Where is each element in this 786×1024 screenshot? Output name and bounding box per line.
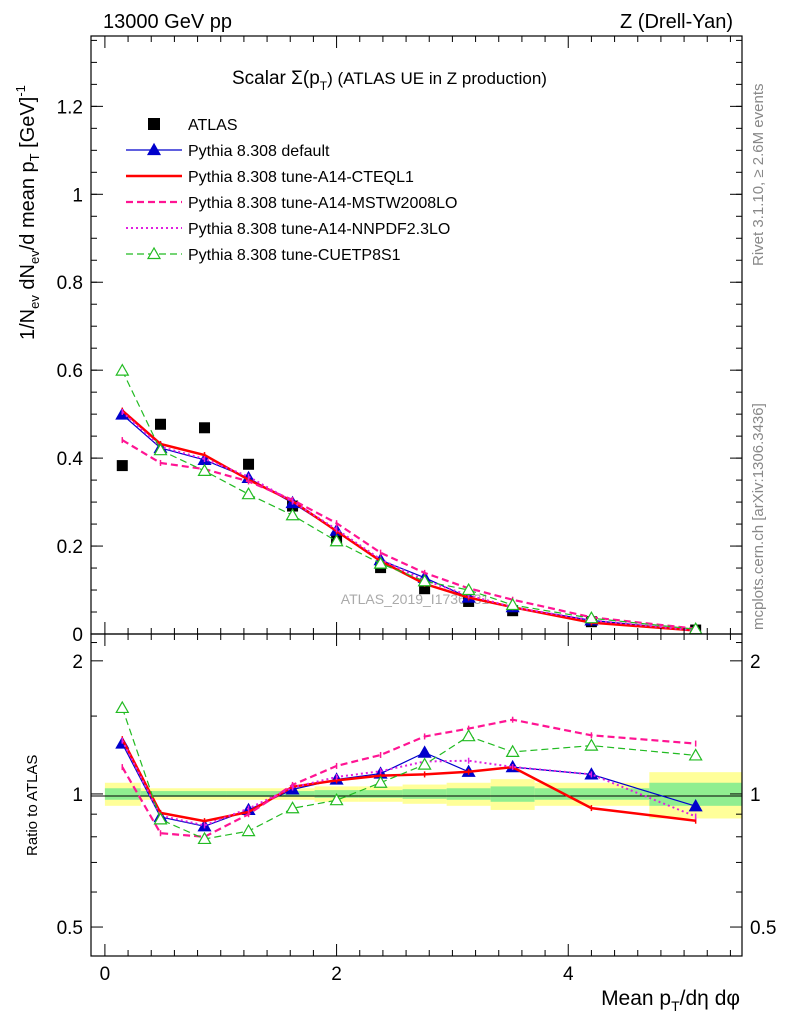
ratio-uncertainty-band-inner [358,790,403,798]
main-title-sub: T [320,79,328,93]
ratio-y-tick-label-right: 2 [750,652,761,673]
ratio-series-marker [688,799,703,812]
main-series-marker [584,610,599,624]
x-axis-label: Mean pT/dη dφ [601,987,740,1014]
ratio-series-marker [417,745,432,758]
main-series-marker [153,442,168,456]
ratio-series-marker [197,831,212,845]
ratio-series-marker [584,738,599,751]
ratio-uncertainty-band-inner [446,788,491,800]
main-y-axis: 0 0.2 0.4 0.6 0.8 1 1.2 [57,36,742,646]
main-atlas-point [419,583,431,595]
legend: ATLAS Pythia 8.308 default Pythia 8.308 tu… [126,117,457,264]
ratio-series-marker [461,728,476,742]
ratio-y-tick-label: 0.5 [57,918,83,939]
ratio-series-line [121,707,696,840]
ratio-y-tick-label-right: 0.5 [750,918,776,939]
main-series-marker [285,508,300,521]
ratio-series-marker [505,744,520,757]
ratio-series-marker [285,801,300,814]
main-y-tick-label: 0.4 [57,449,84,470]
main-y-tick-label: 0.6 [57,361,83,382]
ratio-series-line [121,738,696,823]
ratio-uncertainty-band-inner [490,786,535,802]
main-series-marker [505,597,520,611]
main-atlas-point [116,460,128,472]
main-series-marker [241,486,256,500]
main-y-label: 1/Nev dNev/d mean pT [GeV]-1 [13,85,42,340]
legend-label: Pythia 8.308 tune-CUETP8S1 [188,247,401,264]
rivet-label: Rivet 3.1.10, ≥ 2.6M events [750,84,767,267]
legend-marker [148,118,160,130]
main-series-marker [373,556,388,569]
ratio-uncertainty-band-inner [402,789,447,799]
ratio-uncertainty-band-inner [534,788,650,800]
ratio-axes: 0.5 0.5 1 1 2 2 0 2 4 [57,634,776,985]
x-axis-label-sub: T [671,998,680,1014]
main-y-tick-label: 0 [72,625,83,646]
main-series-marker [461,582,476,596]
main-series-line [121,409,696,632]
ratio-uncertainty-band-inner [104,788,141,800]
x-axis-label-tail: /dη dφ [680,987,740,1010]
legend-marker [146,246,162,260]
main-series-marker [115,363,130,376]
legend-label: Pythia 8.308 tune-A14-CTEQL1 [188,169,414,186]
main-atlas-point [155,418,167,430]
main-series-marker [417,574,432,587]
ratio-series-marker [115,700,130,714]
ratio-plot-frame [90,633,743,957]
main-series-marker [197,463,212,476]
x-tick-label: 0 [100,964,111,985]
main-series-marker [329,534,344,547]
header-left: 13000 GeV pp [103,11,232,33]
ratio-series-marker [329,792,344,806]
legend-label: Pythia 8.308 tune-A14-NNPDF2.3LO [188,221,450,238]
legend-marker [146,142,162,156]
legend-label: ATLAS [188,117,238,134]
main-title: Scalar Σ(pT) (ATLAS UE in Z production) [232,68,547,93]
ratio-uncertainty-band-inner [226,791,271,797]
ratio-series-marker [417,757,432,770]
ratio-panel: 0.5 0.5 1 1 2 2 0 2 4 Ratio to ATLAS Mean pT/dη … [24,633,776,1014]
ratio-uncertainty-band-inner [140,791,183,797]
ratio-y-tick-label-right: 1 [750,785,761,806]
ratio-uncertainty-band-inner [649,782,742,806]
main-y-tick-label: 1.2 [57,97,83,118]
main-title-tail: ) (ATLAS UE in Z production) [327,69,547,88]
main-y-tick-label: 1 [72,185,83,206]
header-right: Z (Drell-Yan) [620,11,733,33]
mcplots-label: mcplots.cern.ch [arXiv:1306.3436] [750,403,767,630]
ratio-series-marker [241,823,256,837]
main-series-line [121,370,696,630]
x-tick-label: 4 [563,964,574,985]
ratio-y-tick-label: 2 [72,652,83,673]
x-tick-label: 2 [331,964,342,985]
legend-label: Pythia 8.308 tune-A14-MSTW2008LO [188,195,457,212]
ratio-y-label: Ratio to ATLAS [24,755,41,856]
ratio-y-tick-label: 1 [72,785,83,806]
ratio-series-marker [373,775,388,788]
ratio-series-line [121,740,697,827]
main-y-tick-label: 0.8 [57,273,83,294]
ratio-uncertainty-band-inner [182,791,227,797]
main-title-text: Scalar Σ(p [232,68,320,89]
main-atlas-point [199,422,211,434]
ratio-series-marker [153,812,168,825]
watermark: ATLAS_2019_I1736531 [341,591,490,607]
main-y-tick-label: 0.2 [57,537,83,558]
legend-label: Pythia 8.308 default [188,143,330,160]
x-axis-label-main: Mean p [601,987,671,1010]
main-series-line [121,439,696,630]
main-panel: ATLAS_2019_I1736531 0 0.2 0.4 0.6 0.8 1 1.2 Sc… [13,35,743,646]
ratio-series-marker [688,748,703,761]
main-atlas-point [243,458,255,470]
